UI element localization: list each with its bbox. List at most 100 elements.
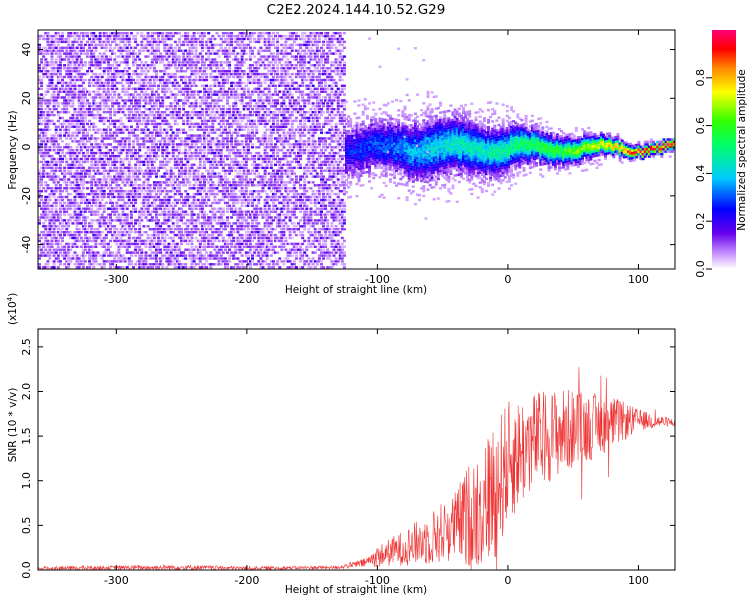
- heat-cell: [100, 231, 104, 234]
- heat-cell: [211, 61, 215, 64]
- heat-cell: [73, 64, 77, 67]
- heat-cell: [165, 248, 169, 251]
- heat-cell: [211, 151, 215, 155]
- heat-cell: [67, 37, 71, 41]
- heat-cell: [104, 233, 108, 237]
- heat-cell: [200, 72, 204, 76]
- heat-cell: [111, 146, 115, 149]
- heat-cell: [192, 154, 196, 158]
- heat-cell: [236, 225, 240, 228]
- heat-cell: [92, 137, 96, 140]
- heat-cell: [221, 119, 225, 123]
- heat-cell: [90, 143, 94, 146]
- heat-cell: [48, 149, 52, 152]
- heat-cell: [140, 254, 144, 257]
- heat-cell: [94, 137, 98, 140]
- heat-cell: [232, 192, 236, 196]
- heat-cell: [38, 204, 41, 207]
- heat-cell: [215, 166, 219, 169]
- heat-cell: [115, 201, 119, 205]
- heat-cell: [234, 151, 238, 155]
- heat-cell: [205, 192, 209, 196]
- heat-cell: [94, 146, 98, 149]
- heat-cell: [219, 216, 223, 219]
- heat-cell: [152, 231, 156, 234]
- heat-cell: [226, 204, 229, 207]
- heat-cell: [194, 192, 198, 196]
- heat-cell: [200, 157, 204, 161]
- heat-cell: [92, 266, 96, 269]
- heat-cell: [88, 61, 92, 64]
- heat-cell: [217, 49, 221, 52]
- heat-cell: [232, 210, 236, 213]
- heat-cell: [163, 111, 167, 114]
- heat-cell: [240, 116, 244, 120]
- heat-cell: [73, 210, 77, 213]
- heat-cell: [184, 222, 188, 225]
- heat-cell: [117, 125, 121, 128]
- heat-cell: [42, 207, 46, 210]
- heat-cell: [56, 257, 60, 260]
- heat-cell: [173, 61, 177, 64]
- heat-cell: [217, 222, 221, 225]
- heat-cell: [81, 184, 85, 187]
- heat-cell: [121, 195, 125, 199]
- heat-cell: [121, 198, 125, 202]
- heat-cell: [226, 122, 229, 126]
- heat-cell: [200, 233, 204, 237]
- heat-cell: [215, 32, 219, 35]
- heat-cell: [48, 87, 52, 90]
- heat-cell: [42, 222, 46, 225]
- heat-cell: [217, 239, 221, 243]
- heat-cell: [44, 70, 48, 73]
- heat-cell: [121, 242, 125, 246]
- heat-cell: [152, 181, 156, 184]
- heat-cell: [136, 55, 140, 58]
- heat-cell: [198, 43, 202, 47]
- heat-cell: [88, 67, 92, 70]
- heat-cell: [211, 172, 215, 175]
- heat-cell: [92, 192, 96, 196]
- heat-cell: [223, 239, 227, 243]
- heat-cell: [144, 251, 148, 254]
- heat-cell: [132, 207, 135, 210]
- heat-cell: [111, 254, 115, 257]
- heat-cell: [73, 175, 77, 178]
- heat-cell: [58, 190, 62, 193]
- heat-cell: [148, 149, 152, 152]
- heat-cell: [167, 219, 171, 222]
- heat-cell: [46, 260, 50, 263]
- heat-cell: [228, 163, 232, 166]
- heat-cell: [46, 87, 50, 90]
- heat-cell: [134, 119, 138, 123]
- heat-cell: [111, 134, 115, 137]
- heat-cell: [223, 49, 227, 52]
- heat-cell: [232, 81, 236, 85]
- heat-cell: [200, 119, 204, 123]
- heat-cell: [150, 137, 154, 140]
- heat-cell: [165, 181, 169, 184]
- heat-cell: [65, 99, 69, 102]
- heat-cell: [96, 146, 100, 149]
- heat-cell: [98, 113, 102, 117]
- heat-cell: [223, 169, 227, 172]
- heat-cell: [48, 128, 52, 131]
- heat-cell: [155, 122, 158, 126]
- heat-cell: [81, 254, 85, 257]
- heat-cell: [75, 222, 79, 225]
- heat-cell: [117, 216, 121, 219]
- heat-cell: [223, 61, 227, 64]
- heat-cell: [94, 192, 98, 196]
- heat-cell: [111, 154, 115, 158]
- heat-cell: [71, 166, 75, 169]
- heat-cell: [106, 137, 110, 140]
- heat-cell: [157, 207, 160, 210]
- heat-cell: [230, 198, 234, 202]
- heat-cell: [205, 58, 209, 61]
- heat-cell: [121, 231, 125, 234]
- heat-cell: [104, 40, 108, 44]
- heat-cell: [171, 113, 175, 117]
- heat-cell: [180, 181, 183, 184]
- heat-cell: [188, 239, 192, 243]
- heat-cell: [109, 64, 112, 67]
